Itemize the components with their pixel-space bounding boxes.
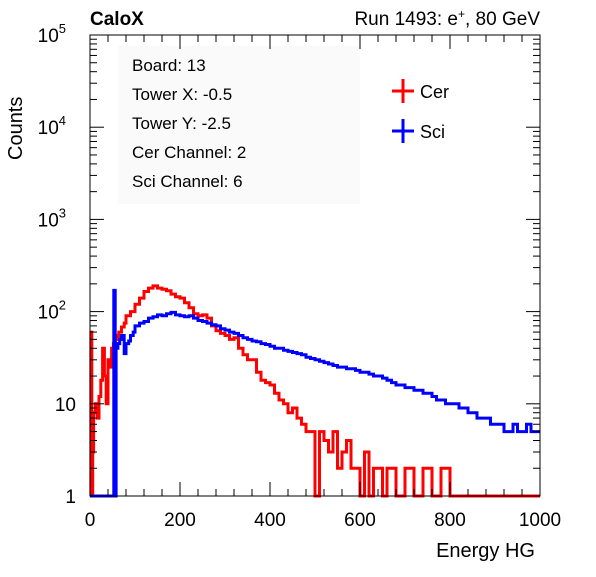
x-tick-label: 800 [434,510,466,531]
run-label: Run 1493: e+, 80 GeV [354,7,540,30]
info-line-tower-y: Tower Y: -2.5 [132,114,231,133]
series-line-sci [90,288,540,498]
info-line-tower-x: Tower X: -0.5 [132,85,232,104]
x-tick-label: 0 [85,510,96,531]
legend-entry-cer: Cer [392,79,449,103]
y-tick-label: 104 [38,113,66,139]
plot-frame [89,34,541,497]
info-line-board: Board: 13 [132,56,206,75]
info-line-sci-channel: Sci Channel: 6 [132,172,243,191]
y-tick-label: 105 [38,21,66,47]
x-axis-label: Energy HG [436,540,535,562]
info-line-cer-channel: Cer Channel: 2 [132,143,246,162]
legend-label-cer: Cer [420,82,449,102]
info-box: Board: 13 Tower X: -0.5 Tower Y: -2.5 Ce… [118,46,360,204]
x-tick-label: 1000 [519,510,561,531]
axis-ticks: 0 200 400 600 800 1000 1 10 102 103 104 105 [38,21,562,531]
experiment-label: CaloX [90,9,144,30]
legend-label-sci: Sci [420,122,445,142]
y-axis-label: Counts [5,97,27,160]
y-tick-label: 1 [65,487,76,508]
x-tick-label: 200 [164,510,196,531]
legend-entry-sci: Sci [392,119,445,143]
legend: Cer Sci [392,79,449,143]
y-tick-label: 103 [38,205,66,231]
x-tick-label: 600 [344,510,376,531]
y-tick-label: 10 [55,395,76,416]
x-tick-label: 400 [254,510,286,531]
y-tick-label: 102 [38,298,66,324]
